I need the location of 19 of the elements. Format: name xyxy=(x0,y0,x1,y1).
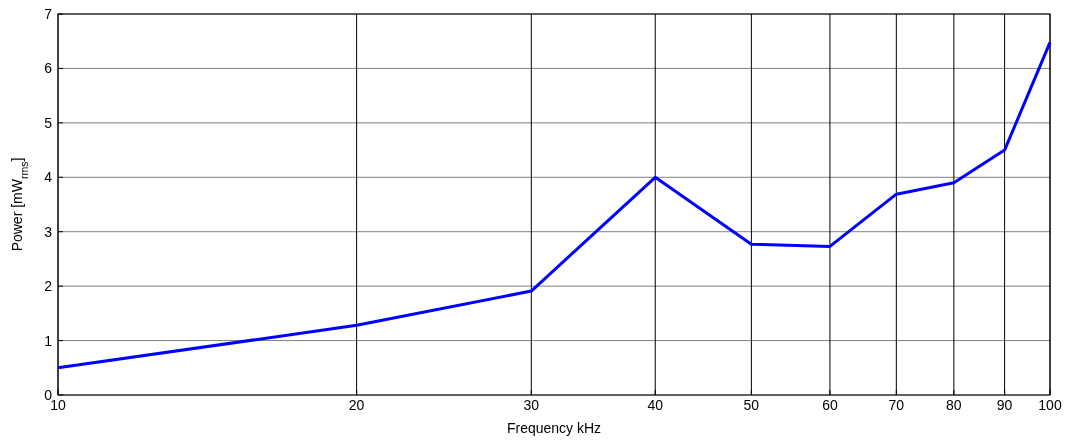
y-tick-label: 0 xyxy=(44,387,53,403)
x-tick-label: 70 xyxy=(888,397,905,413)
y-tick-label: 1 xyxy=(44,332,53,349)
x-tick-label: 10 xyxy=(50,397,66,413)
x-tick-label: 30 xyxy=(523,397,540,413)
y-tick-label: 4 xyxy=(44,169,53,186)
y-tick-label: 2 xyxy=(44,278,53,295)
x-tick-label: 100 xyxy=(1038,397,1062,413)
y-tick-label: 3 xyxy=(44,223,53,240)
x-tick-label: 20 xyxy=(348,397,365,413)
y-tick-label: 6 xyxy=(44,60,53,77)
x-tick-label: 50 xyxy=(743,397,760,413)
x-tick-label: 90 xyxy=(996,397,1013,413)
x-tick-label: 60 xyxy=(822,397,838,413)
x-tick-label: 80 xyxy=(946,397,962,413)
x-tick-label: 40 xyxy=(647,397,664,413)
y-tick-label: 7 xyxy=(44,6,53,22)
x-axis-title: Frequency kHz xyxy=(506,420,602,436)
y-tick-label: 5 xyxy=(44,114,53,131)
